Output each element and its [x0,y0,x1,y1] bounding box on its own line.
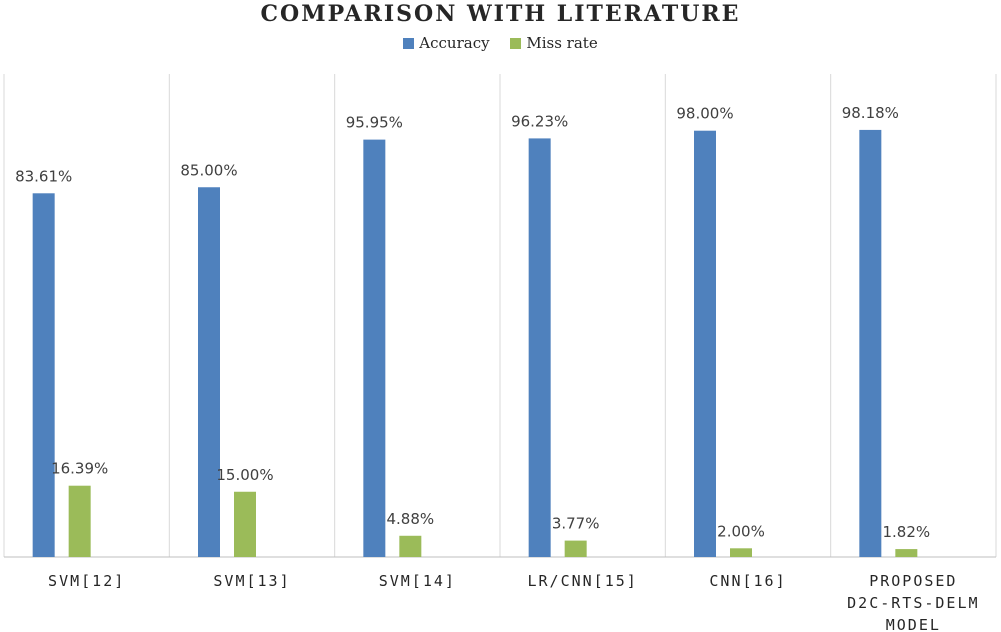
bar-accuracy [694,130,716,557]
legend-item-miss-rate: Miss rate [510,34,598,52]
x-tick-label: LR/CNN[15] [528,572,638,590]
bar-miss-rate [399,535,422,557]
data-label-miss-rate: 4.88% [387,510,435,528]
bar-accuracy [363,139,386,557]
legend-swatch-miss-rate [510,38,522,49]
legend-swatch-accuracy [403,38,415,49]
bar-miss-rate [68,485,91,557]
bar-miss-rate [234,491,256,557]
data-label-miss-rate: 3.77% [552,515,600,533]
bar-accuracy [198,187,220,557]
bar-miss-rate [895,549,918,557]
data-label-miss-rate: 2.00% [717,522,765,540]
data-label-accuracy: 83.61% [15,167,72,185]
data-label-miss-rate: 1.82% [883,523,931,541]
data-label-accuracy: 96.23% [511,112,568,130]
data-label-accuracy: 98.00% [676,105,733,123]
legend-label-miss-rate: Miss rate [526,34,598,52]
legend-item-accuracy: Accuracy [403,34,490,52]
data-label-accuracy: 85.00% [180,161,237,179]
x-tick-label: SVM[13] [213,572,290,590]
bar-accuracy [859,129,882,558]
legend: Accuracy Miss rate [0,34,1001,52]
data-label-accuracy: 95.95% [346,114,403,132]
data-label-miss-rate: 15.00% [216,466,273,484]
x-tick-label: CNN[16] [709,572,786,590]
bar-accuracy [32,193,55,557]
x-tick-label: D2C-RTS-DELM [847,594,979,612]
bar-miss-rate [730,548,752,557]
bar-miss-rate [564,540,587,557]
legend-label-accuracy: Accuracy [419,34,490,52]
bar-accuracy [528,138,551,557]
x-tick-label: SVM[12] [48,572,125,590]
chart-title: COMPARISON WITH LITERATURE [260,1,741,27]
x-tick-label: SVM[14] [379,572,456,590]
data-label-miss-rate: 16.39% [51,460,108,478]
data-label-accuracy: 98.18% [842,104,899,122]
x-tick-label: PROPOSED [869,572,957,590]
x-tick-label: MODEL [886,616,941,632]
